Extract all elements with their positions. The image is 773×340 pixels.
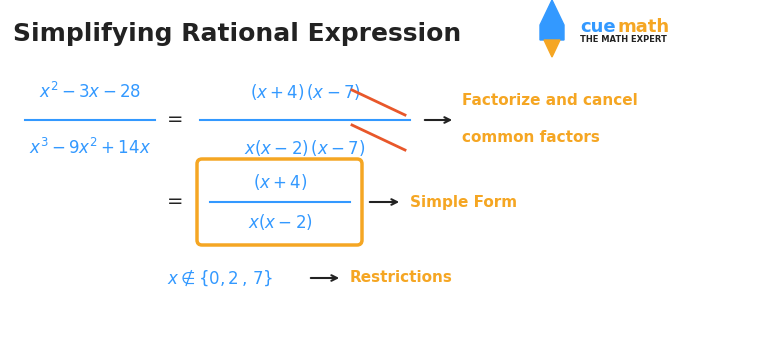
Polygon shape: [544, 40, 560, 57]
Text: $x \notin \{0, 2\,,\, 7\}$: $x \notin \{0, 2\,,\, 7\}$: [167, 268, 273, 288]
Text: $x^3 - 9x^2 + 14x$: $x^3 - 9x^2 + 14x$: [29, 138, 151, 158]
Text: =: =: [167, 110, 183, 130]
Text: $x(x - 2)\,(x - 7)$: $x(x - 2)\,(x - 7)$: [244, 138, 366, 158]
Text: THE MATH EXPERT: THE MATH EXPERT: [580, 35, 667, 44]
FancyBboxPatch shape: [197, 159, 362, 245]
Text: common factors: common factors: [462, 130, 600, 145]
Text: $x^2 - 3x - 28$: $x^2 - 3x - 28$: [39, 82, 141, 102]
Text: $x(x - 2)$: $x(x - 2)$: [247, 212, 312, 232]
Polygon shape: [540, 0, 564, 40]
Text: Simple Form: Simple Form: [410, 194, 517, 209]
Text: Restrictions: Restrictions: [350, 271, 453, 286]
Text: $(x + 4)\,(x - 7)$: $(x + 4)\,(x - 7)$: [250, 82, 360, 102]
Text: cue: cue: [580, 18, 615, 36]
Text: math: math: [618, 18, 670, 36]
Text: Factorize and cancel: Factorize and cancel: [462, 93, 638, 108]
Text: $(x + 4)$: $(x + 4)$: [253, 172, 307, 192]
Text: Simplifying Rational Expression: Simplifying Rational Expression: [13, 22, 461, 46]
Text: =: =: [167, 192, 183, 211]
